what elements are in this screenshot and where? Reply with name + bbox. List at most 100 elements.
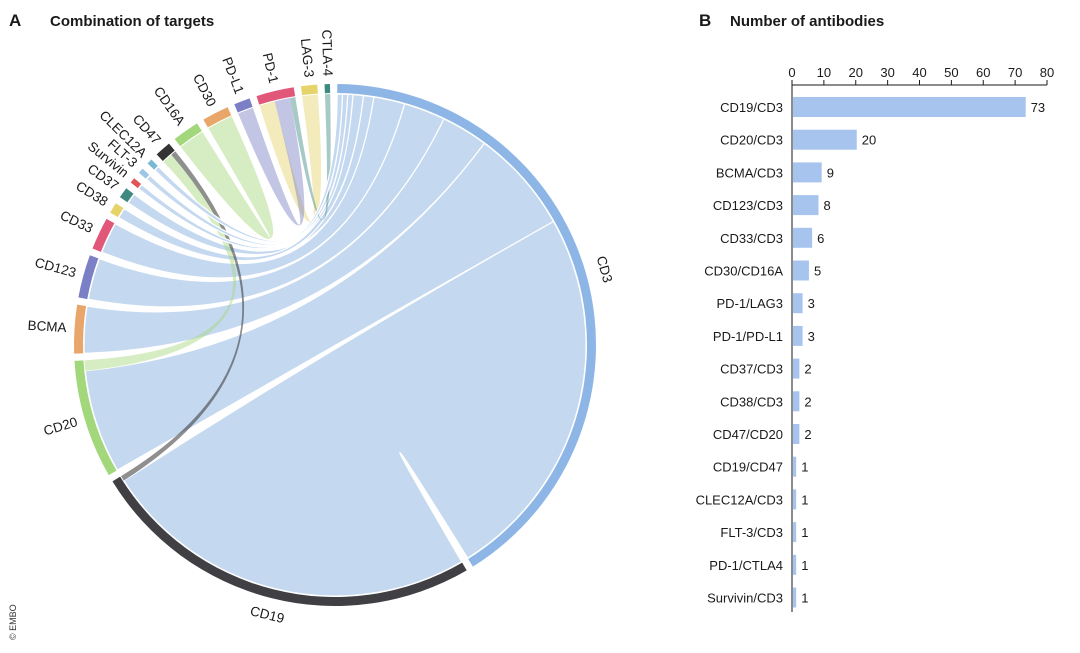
chord-label-cd123: CD123 [33, 255, 77, 281]
chord-diagram: CD3CD19CD20BCMACD123CD33CD38CD37Survivin… [27, 29, 615, 626]
arc-cd47 [156, 143, 175, 161]
value-label: 20 [862, 133, 876, 148]
category-label: CD30/CD16A [704, 264, 783, 279]
chord-label-pd-l1: PD-L1 [219, 55, 247, 96]
category-label: CD123/CD3 [713, 198, 783, 213]
arc-ctla-4 [324, 84, 331, 94]
arc-flt-3 [138, 168, 150, 179]
value-label: 3 [808, 329, 815, 344]
arc-cd37 [119, 188, 134, 203]
bar-cd19-cd3 [793, 97, 1026, 117]
arc-lag-3 [300, 84, 318, 96]
bar-cd38-cd3 [793, 391, 800, 412]
x-tick-label: 20 [849, 65, 863, 80]
panel-a-title: Combination of targets [50, 13, 214, 30]
x-tick-label: 10 [817, 65, 831, 80]
ribbon-cd30-cd16a [180, 116, 274, 239]
value-label: 1 [801, 558, 808, 573]
chord-label-lag-3: LAG-3 [298, 38, 317, 78]
chord-label-cd20: CD20 [42, 414, 79, 438]
category-label: PD-1/LAG3 [717, 296, 783, 311]
category-label: CD20/CD3 [720, 133, 783, 148]
category-label: PD-1/CTLA4 [709, 558, 783, 573]
arc-cd123 [78, 255, 99, 300]
arc-pd-l1 [234, 98, 253, 113]
value-label: 1 [801, 591, 808, 606]
x-tick-label: 70 [1008, 65, 1022, 80]
value-label: 1 [801, 492, 808, 507]
ribbon-pd-1-ctla-4 [290, 94, 331, 221]
chord-label-ctla-4: CTLA-4 [319, 29, 335, 76]
ribbon-survivin-cd3 [137, 93, 344, 250]
chord-label-cd16a: CD16A [151, 84, 188, 128]
value-label: 9 [827, 165, 834, 180]
bar-cd19-cd47 [793, 456, 797, 477]
copyright-notice: © EMBO [8, 604, 18, 640]
value-label: 2 [804, 427, 811, 442]
category-label: FLT-3/CD3 [720, 525, 783, 540]
x-tick-label: 60 [976, 65, 990, 80]
category-label: Survivin/CD3 [707, 591, 783, 606]
value-label: 1 [801, 460, 808, 475]
bar-clec12a-cd3 [793, 489, 797, 510]
panel-b-title: Number of antibodies [730, 13, 884, 30]
arc-cd33 [92, 218, 115, 252]
chord-label-cd3: CD3 [594, 254, 616, 284]
value-label: 2 [804, 394, 811, 409]
value-label: 1 [801, 525, 808, 540]
arc-cd38 [110, 203, 124, 218]
arc-clec12a [147, 159, 158, 170]
chord-label-bcma: BCMA [27, 318, 67, 335]
x-tick-label: 80 [1040, 65, 1054, 80]
arc-cd30 [203, 107, 232, 128]
panel-b-letter: B [699, 11, 711, 30]
bar-cd30-cd16a [793, 260, 809, 281]
x-tick-label: 30 [880, 65, 894, 80]
chord-label-cd33: CD33 [58, 208, 96, 236]
bar-cd37-cd3 [793, 358, 800, 379]
category-label: CD33/CD3 [720, 231, 783, 246]
chord-ribbons [83, 93, 587, 597]
value-label: 73 [1031, 100, 1045, 115]
value-label: 3 [808, 296, 815, 311]
chord-label-pd-1: PD-1 [260, 51, 282, 84]
arc-pd-1 [256, 87, 296, 105]
x-tick-label: 40 [912, 65, 926, 80]
category-label: CD19/CD3 [720, 100, 783, 115]
category-label: PD-1/PD-L1 [713, 329, 783, 344]
bar-pd-1-lag3 [793, 293, 803, 314]
ribbon-pd-1-pd-l1 [238, 98, 305, 226]
bar-pd-1-pd-l1 [793, 325, 803, 346]
arc-cd20 [74, 360, 117, 476]
bar-cd33-cd3 [793, 227, 813, 248]
value-label: 8 [824, 198, 831, 213]
bar-flt-3-cd3 [793, 522, 797, 543]
chord-label-cd30: CD30 [190, 71, 219, 109]
bar-cd47-cd20 [793, 424, 800, 444]
arc-cd16a [174, 123, 202, 147]
value-label: 2 [804, 362, 811, 377]
category-label: CD37/CD3 [720, 362, 783, 377]
bar-survivin-cd3 [793, 587, 797, 608]
x-tick-label: 0 [788, 65, 795, 80]
panel-a-letter: A [9, 11, 21, 30]
category-label: BCMA/CD3 [716, 165, 783, 180]
bar-bcma-cd3 [793, 162, 822, 183]
category-label: CD47/CD20 [713, 427, 783, 442]
category-label: CD19/CD47 [713, 460, 783, 475]
ribbon-pd-1-lag-3 [259, 94, 322, 223]
chord-arcs [73, 84, 596, 606]
bar-chart: 0 10 20 30 40 50 60 70 80 CD19/CD3 73 CD20/CD3 20 BCM… [696, 65, 1054, 612]
category-label: CD38/CD3 [720, 394, 783, 409]
value-label: 5 [814, 264, 821, 279]
x-tick-label: 50 [944, 65, 958, 80]
ribbon-cd19-cd47 [120, 151, 245, 481]
arc-survivin [130, 178, 142, 189]
arc-bcma [73, 304, 87, 354]
category-label: CLEC12A/CD3 [696, 492, 783, 507]
chord-label-cd19: CD19 [249, 603, 286, 626]
bar-pd-1-ctla4 [793, 554, 797, 575]
value-label: 6 [817, 231, 824, 246]
bar-cd123-cd3 [793, 195, 819, 216]
